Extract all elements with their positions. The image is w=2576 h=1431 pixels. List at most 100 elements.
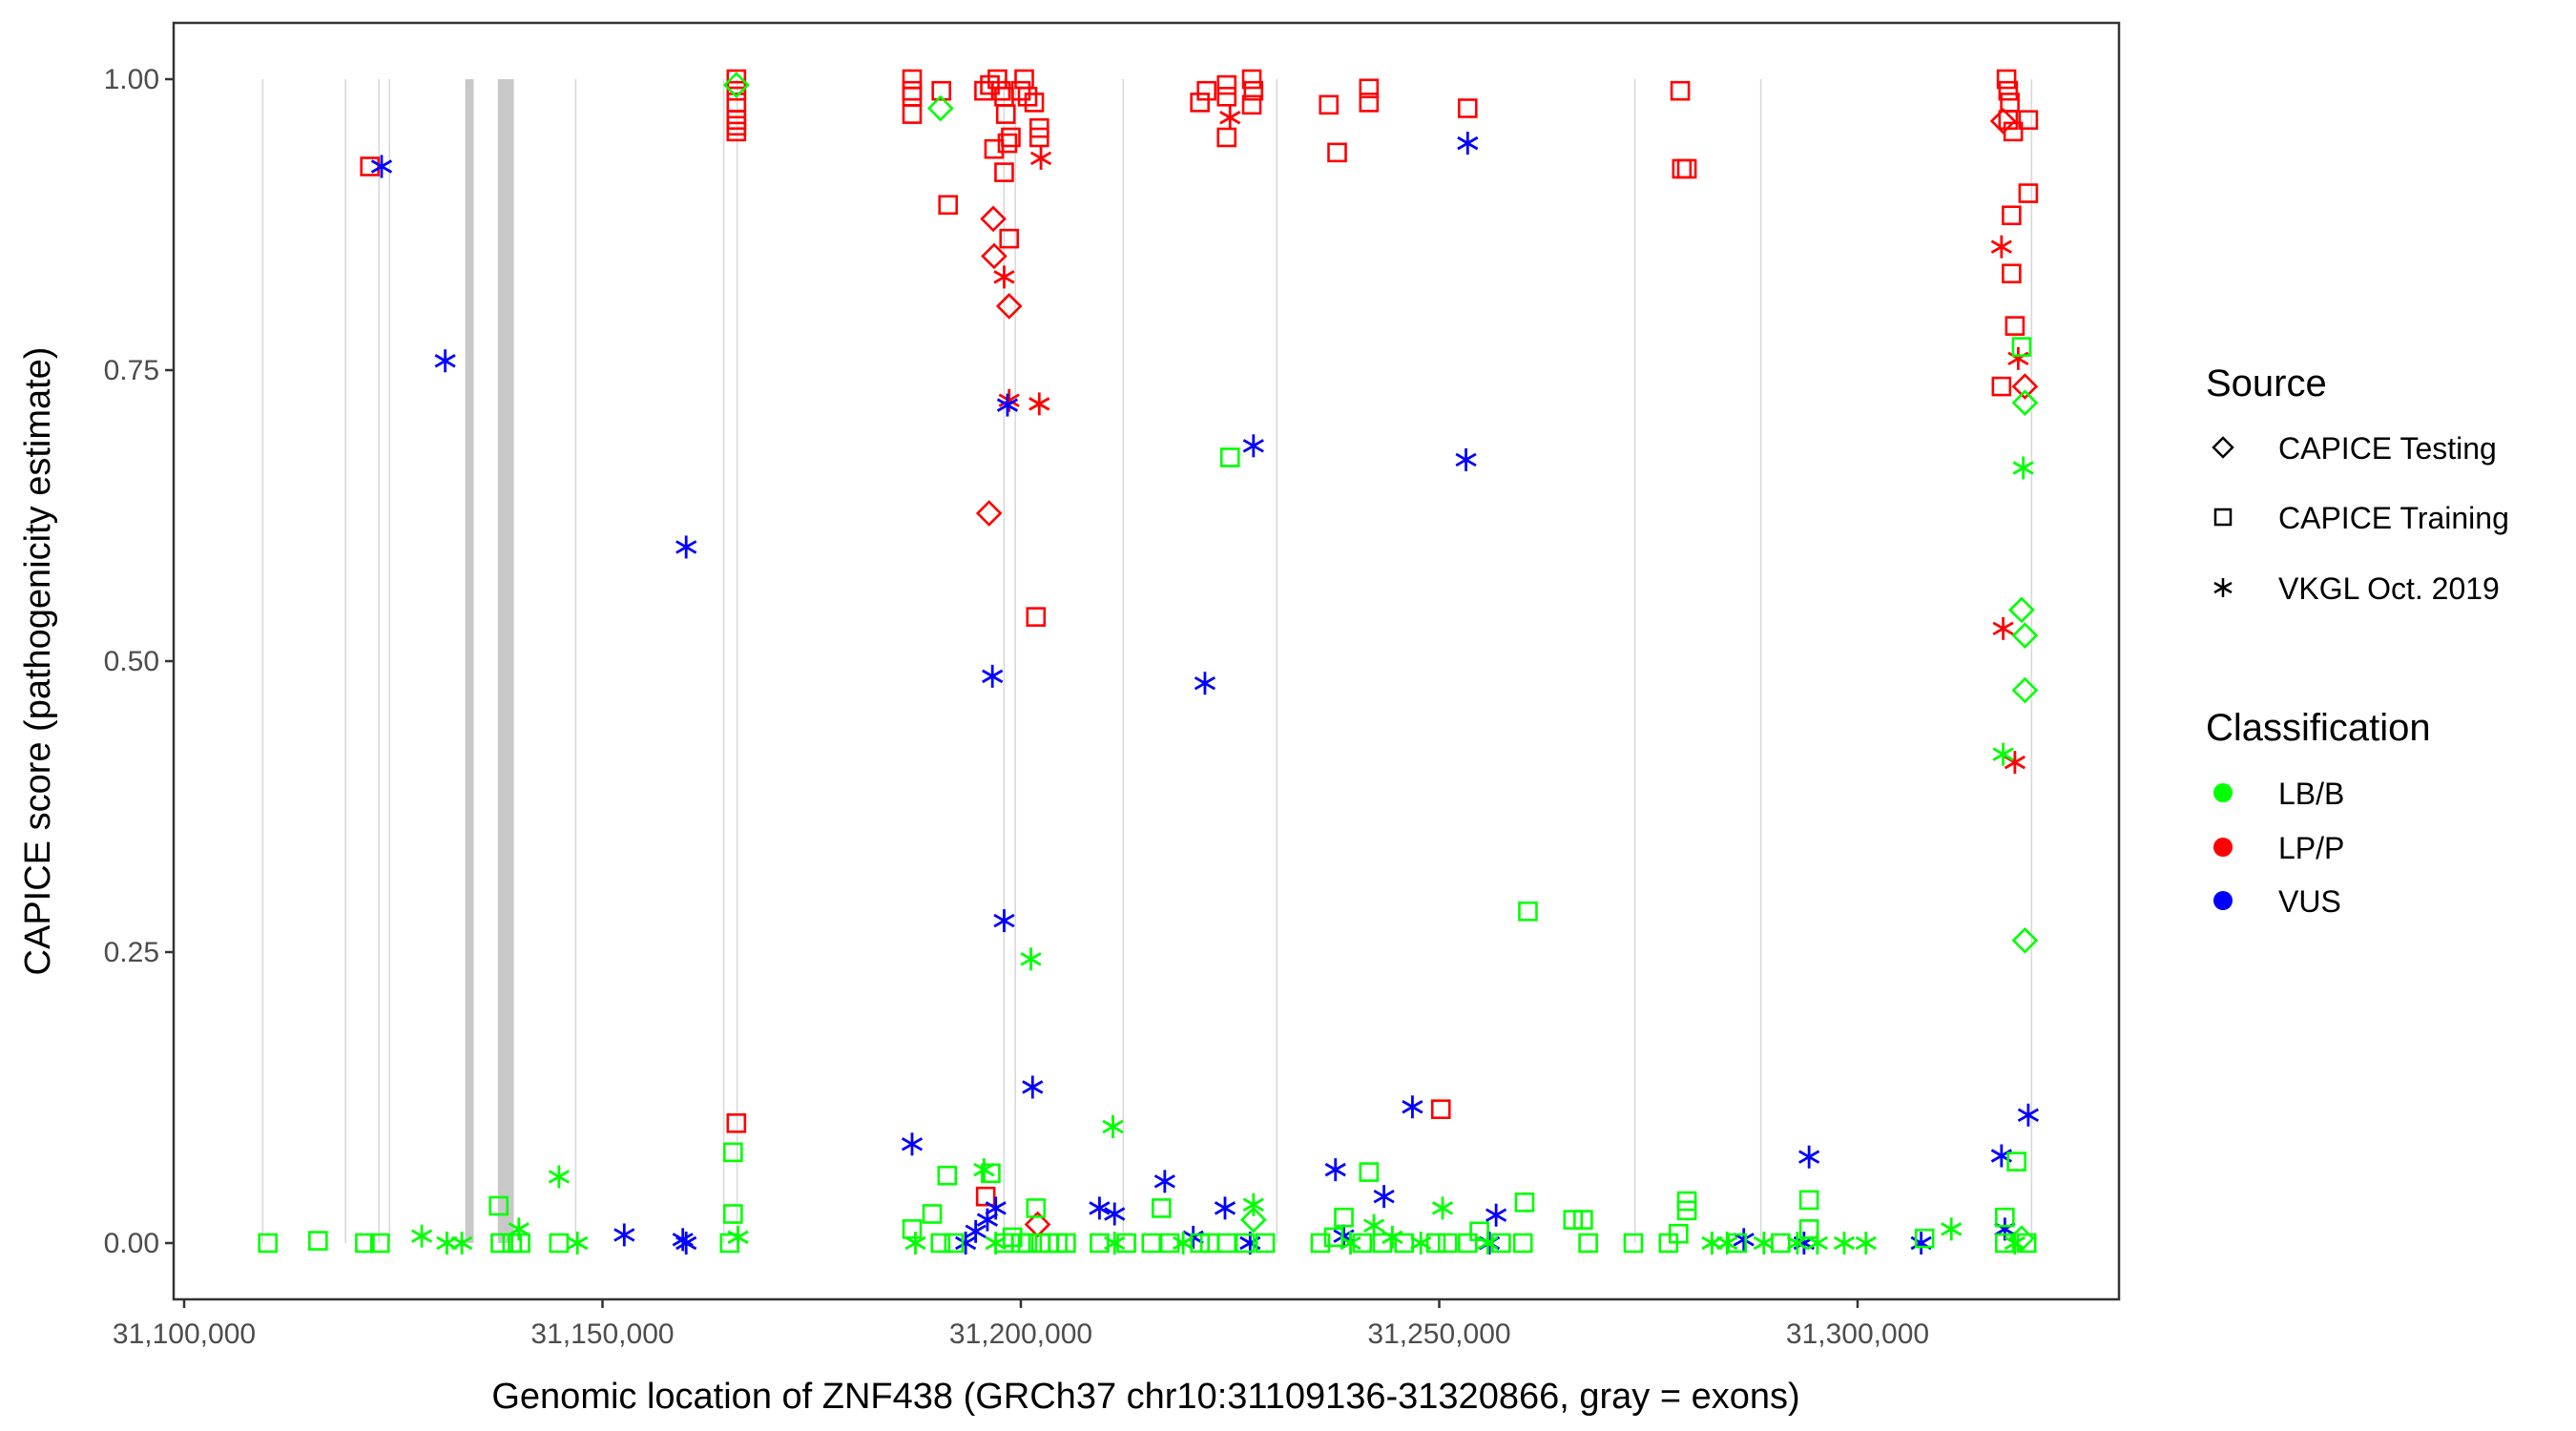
point-square (1017, 1233, 1038, 1254)
point-square (944, 1233, 965, 1254)
point-asterisk (1485, 1203, 1507, 1227)
point-square (369, 1233, 390, 1254)
plot-background (174, 23, 2119, 1299)
point-square (2006, 1151, 2026, 1172)
exon-band (736, 79, 738, 1243)
point-square (1028, 127, 1049, 148)
point-diamond (926, 94, 954, 122)
point-square (1458, 98, 1478, 118)
point-square (723, 1142, 743, 1163)
point-diamond (722, 72, 750, 98)
point-asterisk (613, 1223, 635, 1247)
exon-band (261, 79, 264, 1243)
point-diamond (1239, 1206, 1267, 1234)
point-asterisk (675, 535, 697, 559)
x-axis-title: Genomic location of ZNF438 (GRCh37 chr10… (491, 1377, 1799, 1417)
point-square (1669, 1223, 1689, 1244)
exon-band (465, 79, 474, 1243)
point-square (2018, 183, 2039, 203)
point-asterisk (1753, 1232, 1775, 1255)
point-square (549, 1233, 570, 1254)
point-square (999, 228, 1020, 249)
point-square (1995, 1207, 2015, 1228)
exon-band (1759, 79, 1762, 1243)
exon-bands (261, 79, 2033, 1243)
point-square (1458, 1233, 1478, 1254)
point-square (1216, 127, 1237, 148)
point-asterisk (1798, 1145, 1820, 1169)
y-tick-label: 1.00 (104, 64, 159, 95)
legend-source-title: Source (2206, 363, 2327, 404)
exon-band (574, 79, 577, 1243)
point-asterisk (1340, 1232, 1361, 1255)
legend-item-lpp: LP/P (2213, 831, 2344, 865)
point-square (1512, 1233, 1533, 1254)
point-asterisk (1242, 1192, 1264, 1216)
point-square (1255, 1233, 1276, 1254)
diamond-icon (2212, 436, 2234, 459)
point-asterisk (567, 1232, 589, 1255)
legend-item-capice-training: CAPICE Training (2213, 501, 2509, 535)
point-square (1914, 1228, 1935, 1249)
exon-band (388, 79, 391, 1243)
point-asterisk (1102, 1115, 1124, 1138)
point-square (1026, 607, 1047, 627)
point-asterisk (1457, 132, 1479, 156)
point-asterisk (2012, 456, 2034, 480)
point-asterisk (1373, 1185, 1395, 1209)
point-square (1623, 1233, 1644, 1254)
x-tick-label: 31,250,000 (1367, 1318, 1510, 1350)
point-square (360, 156, 380, 176)
point-square (1676, 158, 1697, 179)
point-diamond (2011, 373, 2039, 400)
point-diamond (2011, 622, 2039, 649)
point-asterisk (370, 155, 393, 178)
y-tick-label: 0.00 (104, 1228, 159, 1259)
point-square (726, 1113, 747, 1133)
point-asterisk (434, 349, 456, 373)
point-square (1159, 1233, 1180, 1254)
y-tick-label: 0.50 (104, 646, 159, 677)
point-asterisk (1153, 1170, 1175, 1193)
exon-band (1276, 79, 1278, 1243)
point-square (1771, 1233, 1791, 1254)
x-tick-label: 31,300,000 (1786, 1318, 1929, 1350)
point-square (937, 1165, 958, 1186)
point-diamond (2011, 926, 2039, 954)
point-square (1798, 1190, 1819, 1211)
point-diamond (2011, 676, 2039, 704)
point-square (1243, 80, 1264, 101)
red-dot-icon (2213, 838, 2233, 857)
point-diamond (980, 205, 1007, 233)
point-square (1469, 1221, 1489, 1242)
point-asterisk (901, 1132, 924, 1156)
point-square (997, 133, 1018, 154)
y-tick-label: 0.75 (104, 355, 159, 386)
point-diamond (981, 242, 1008, 270)
point-asterisk (982, 664, 1004, 688)
point-square (984, 138, 1005, 159)
green-dot-icon (2213, 783, 2233, 802)
point-asterisk (451, 1232, 473, 1255)
point-square (1676, 1191, 1697, 1212)
exon-band (344, 79, 346, 1243)
point-square (726, 69, 747, 90)
legend-classification-title: Classification (2206, 707, 2431, 749)
x-axis: 31,100,000 31,150,000 31,200,000 31,250,000… (113, 1299, 1929, 1350)
point-asterisk (1219, 106, 1241, 130)
point-square (1578, 1233, 1598, 1254)
point-square (981, 1163, 1001, 1184)
point-square (1352, 1233, 1373, 1254)
point-square (355, 1233, 375, 1254)
point-asterisk (672, 1228, 694, 1252)
point-asterisk (1402, 1095, 1423, 1119)
point-square (1372, 1233, 1393, 1254)
legend-label: CAPICE Testing (2278, 431, 2497, 466)
point-square (1310, 1233, 1331, 1254)
point-square (922, 1204, 943, 1224)
point-diamond (1024, 1211, 1051, 1238)
point-asterisk (1990, 235, 2012, 259)
point-asterisk (1833, 1232, 1856, 1255)
point-square (1394, 1233, 1414, 1254)
